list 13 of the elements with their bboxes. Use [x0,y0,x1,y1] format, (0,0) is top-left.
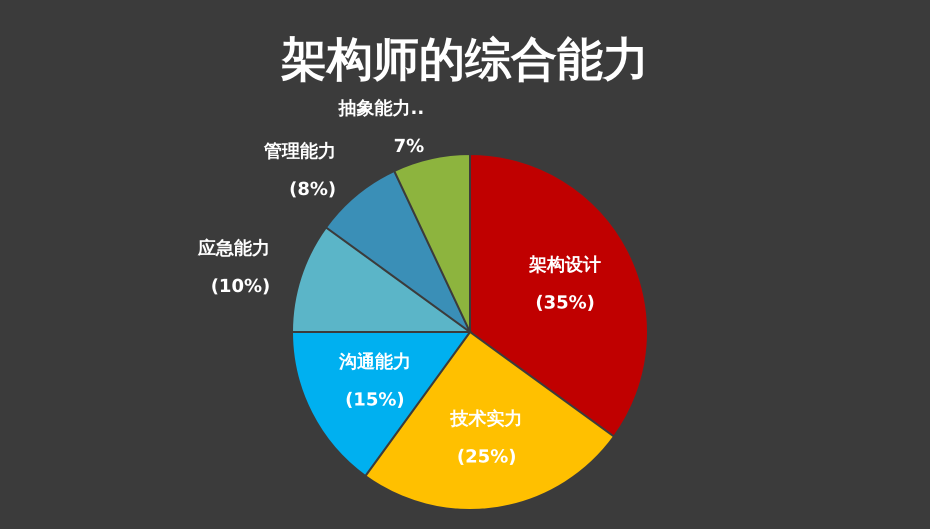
slice-label: 技术实力 [450,408,523,430]
data-label: (35%) [535,292,595,314]
slice-label: 沟通能力 [338,351,411,372]
slice-label: 应急能力 [197,238,270,260]
slice-label: 管理能力 [263,141,336,162]
data-label: 7% [394,136,424,157]
slice-label: 抽象能力.. [337,98,424,119]
slice-label: 架构设计 [528,254,602,276]
data-label: (10%) [210,276,270,298]
data-label: (15%) [345,389,405,410]
data-label: (25%) [456,446,516,468]
chart-title: 架构师的综合能力 [280,31,650,88]
data-label: (8%) [289,179,336,200]
